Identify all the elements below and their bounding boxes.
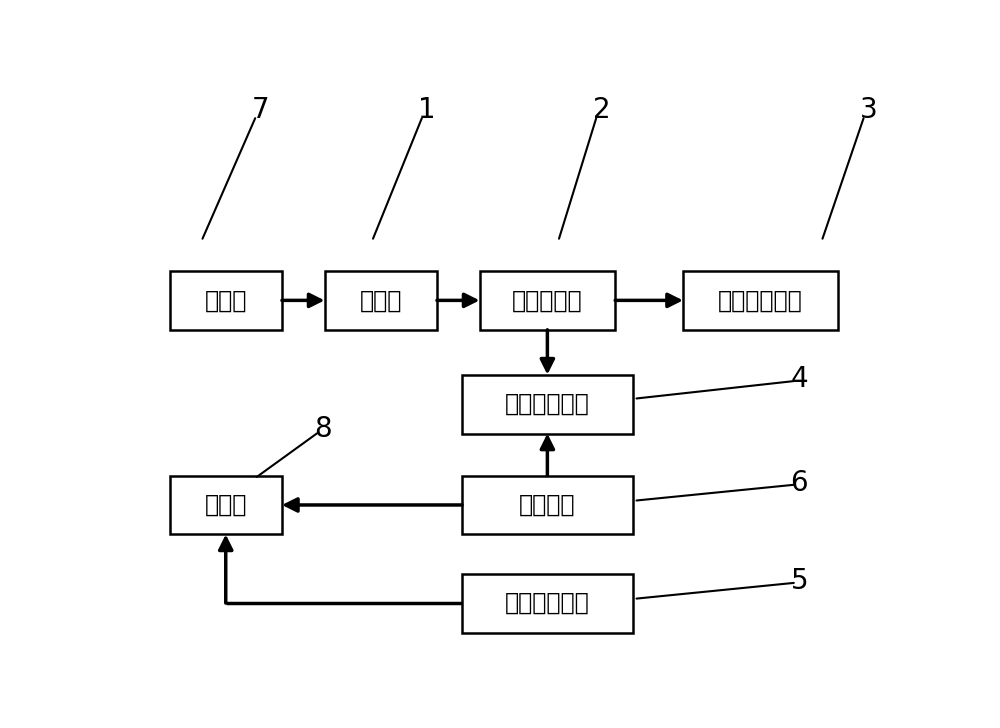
Bar	[462, 475, 633, 534]
Bar	[462, 375, 633, 433]
Text: 1: 1	[418, 96, 436, 124]
Text: 气液分离器: 气液分离器	[512, 288, 583, 312]
Bar	[683, 271, 838, 330]
Text: 加药装置: 加药装置	[519, 493, 576, 517]
Bar	[170, 271, 282, 330]
Text: 鼓风加热装置: 鼓风加热装置	[505, 591, 590, 615]
Bar	[170, 475, 282, 534]
Bar	[462, 574, 633, 633]
Text: 5: 5	[790, 566, 808, 595]
Text: 6: 6	[790, 469, 808, 496]
Text: 注入井: 注入井	[205, 493, 247, 517]
Text: 抽提井: 抽提井	[205, 288, 247, 312]
Text: 7: 7	[252, 96, 269, 124]
Text: 液体净化装置: 液体净化装置	[505, 392, 590, 416]
Text: 2: 2	[593, 96, 610, 124]
Text: 8: 8	[314, 415, 331, 443]
Text: 气体净化装置: 气体净化装置	[718, 288, 803, 312]
Text: 真空泵: 真空泵	[360, 288, 402, 312]
Bar	[480, 271, 615, 330]
Text: 4: 4	[790, 365, 808, 393]
Bar	[325, 271, 437, 330]
Text: 3: 3	[860, 96, 878, 124]
